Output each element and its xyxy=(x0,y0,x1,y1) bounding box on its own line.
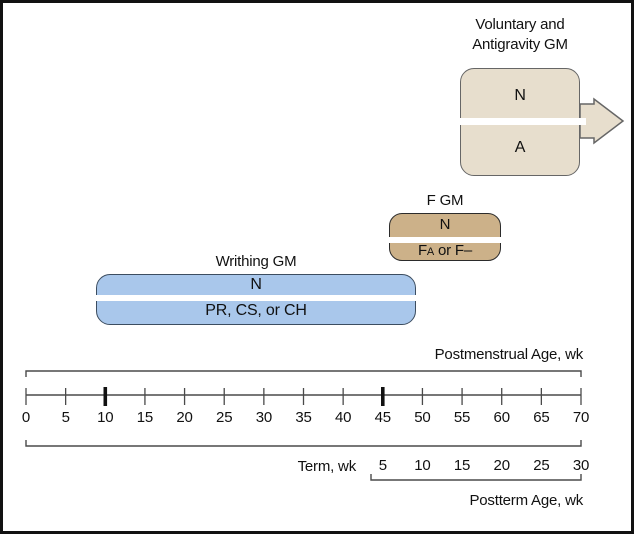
axis-tick-label: 65 xyxy=(533,409,550,426)
term-tick-label: 15 xyxy=(453,457,471,474)
voluntary-gm-title-line1: Voluntary and xyxy=(475,16,565,33)
voluntary-normal-label: N xyxy=(514,87,526,104)
writhing-divider-band xyxy=(94,295,418,301)
postmenstrual-bracket xyxy=(25,370,582,377)
postmenstrual-axis xyxy=(25,370,582,481)
postterm-bracket xyxy=(370,474,582,481)
axis-tick-label: 20 xyxy=(176,409,193,426)
fgm-abnormal-suffix: or F– xyxy=(434,242,473,259)
voluntary-abnormal-label: A xyxy=(514,139,526,156)
voluntary-gm-title-line2: Antigravity GM xyxy=(472,36,568,53)
term-axis-label: Term, wk xyxy=(297,458,357,475)
term-tick-label: 25 xyxy=(533,457,550,474)
writhing-gm-title: Writhing GM xyxy=(215,253,297,270)
continues-right-arrow-icon xyxy=(579,97,625,145)
axis-tick-label: 25 xyxy=(216,409,233,426)
axis-tick-label: 45 xyxy=(374,409,392,426)
fgm-divider-band xyxy=(387,237,503,243)
fgm-abnormal-smallcap: A xyxy=(426,246,435,258)
axis-tick-label: 30 xyxy=(255,409,273,426)
term-tick-label: 30 xyxy=(572,457,590,474)
fgm-abnormal-label: FA or F– xyxy=(389,242,501,259)
term-tick-label: 20 xyxy=(493,457,511,474)
axis-tick-label: 50 xyxy=(414,409,431,426)
axis-tick-label: 60 xyxy=(493,409,511,426)
writhing-normal-label: N xyxy=(250,276,262,293)
voluntary-gm-title: Voluntary and Antigravity GM xyxy=(440,15,600,55)
voluntary-divider-band xyxy=(458,118,586,125)
axis-bottom-bracket xyxy=(25,440,582,447)
axis-tick-label: 70 xyxy=(572,409,590,426)
fgm-title: F GM xyxy=(426,192,464,209)
term-tick-label: 5 xyxy=(378,457,387,474)
axis-tick-label: 0 xyxy=(21,409,31,426)
writhing-abnormal-label: PR, CS, or CH xyxy=(205,302,307,319)
axis-tick-label: 5 xyxy=(61,409,70,426)
axis-tick-label: 35 xyxy=(295,409,312,426)
fgm-normal-label: N xyxy=(439,216,451,233)
postterm-axis-label: Postterm Age, wk xyxy=(469,492,583,509)
axis-tick-label: 55 xyxy=(453,409,471,426)
axis-tick-label: 15 xyxy=(136,409,154,426)
axis-tick-label: 10 xyxy=(97,409,114,426)
fgm-abnormal-prefix: F xyxy=(417,242,427,259)
axis-tick-label: 40 xyxy=(334,409,352,426)
postmenstrual-axis-title: Postmenstrual Age, wk xyxy=(434,346,584,363)
term-tick-label: 10 xyxy=(414,457,431,474)
